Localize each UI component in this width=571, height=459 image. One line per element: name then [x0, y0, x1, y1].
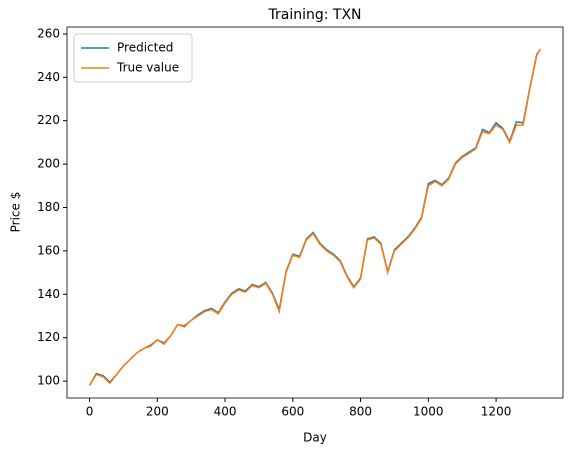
- line-series: [88, 48, 542, 386]
- x-tick-label: 1000: [413, 405, 444, 419]
- x-tick-label: 200: [146, 405, 169, 419]
- x-tick-label: 600: [281, 405, 304, 419]
- x-tick-label: 400: [214, 405, 237, 419]
- x-tick-label: 800: [349, 405, 372, 419]
- y-tick-label: 200: [37, 157, 60, 171]
- line-series: [88, 48, 542, 386]
- y-axis-label: Price $: [9, 192, 23, 233]
- y-tick-label: 140: [37, 287, 60, 301]
- y-tick-label: 120: [37, 330, 60, 344]
- y-tick-label: 240: [37, 70, 60, 84]
- legend-box: [73, 33, 193, 83]
- legend-label: Predicted: [117, 41, 173, 55]
- y-tick-label: 260: [37, 26, 60, 40]
- legend-label: True value: [116, 61, 179, 75]
- chart-title: Training: TXN: [267, 7, 361, 23]
- y-tick-label: 220: [37, 113, 60, 127]
- x-tick-label: 1200: [481, 405, 512, 419]
- y-tick-label: 100: [37, 374, 60, 388]
- y-tick-label: 160: [37, 243, 60, 257]
- x-axis-label: Day: [303, 431, 327, 445]
- plot-frame: [66, 26, 564, 399]
- x-tick-label: 0: [86, 405, 94, 419]
- y-tick-label: 180: [37, 200, 60, 214]
